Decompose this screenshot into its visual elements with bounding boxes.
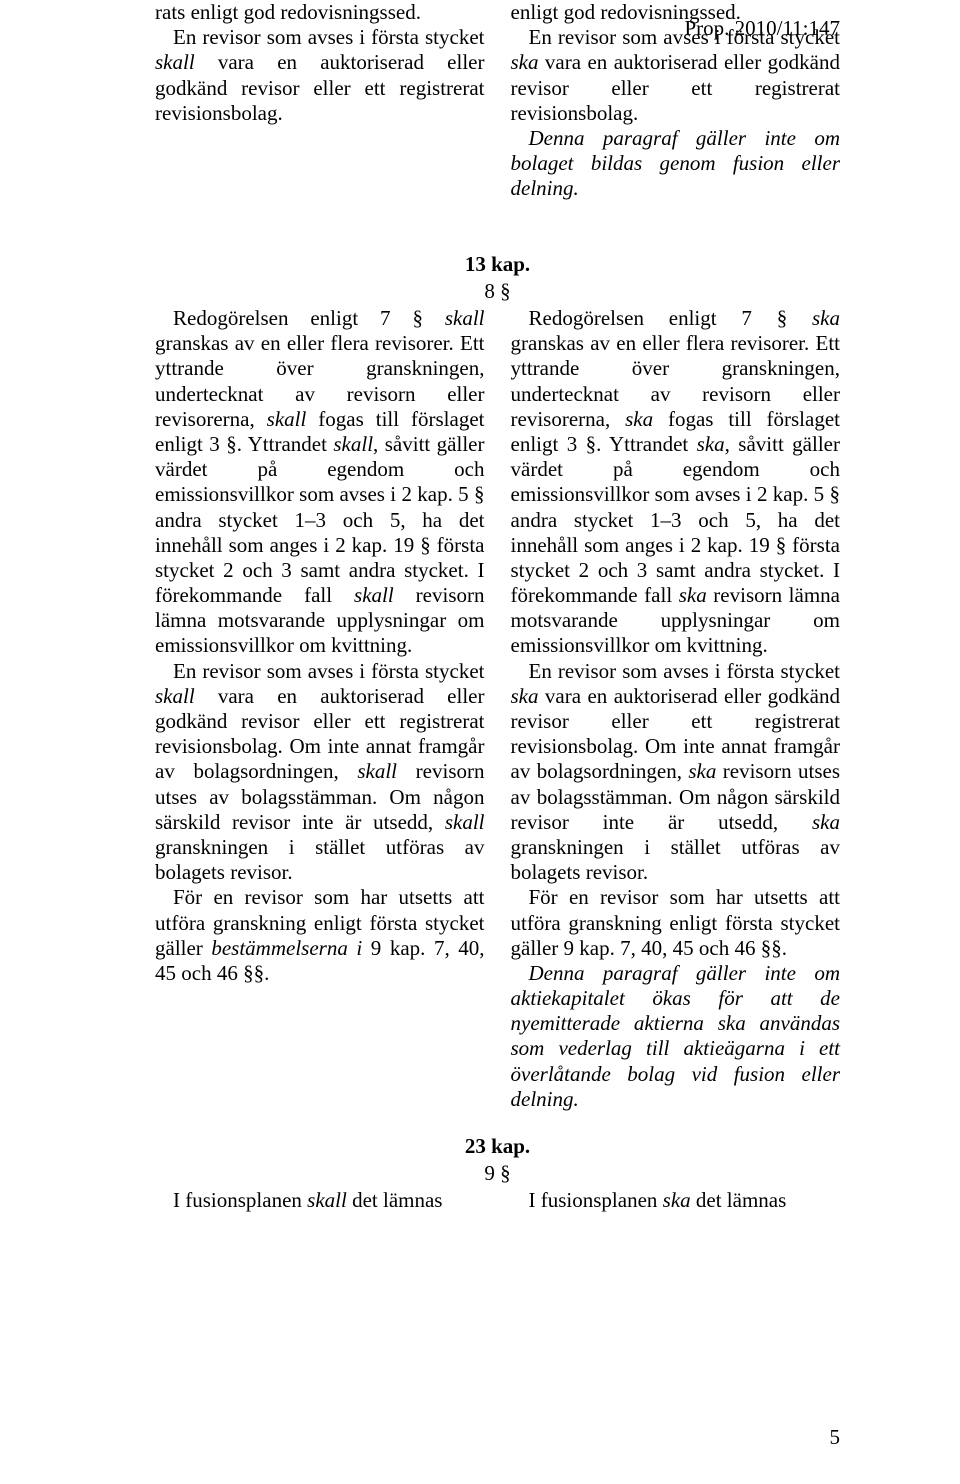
text-italic: ska	[511, 50, 539, 74]
kap23-right-p1: I fusionsplanen ska det lämnas	[511, 1188, 841, 1213]
kap13-right-p2: En revisor som avses i första stycket sk…	[511, 659, 841, 886]
text-italic: ska	[697, 432, 725, 456]
text-italic: ska	[812, 810, 840, 834]
kap13-right-p4: Denna paragraf gäller inte om aktiekapit…	[511, 961, 841, 1112]
kap13-two-column: Redogörelsen enligt 7 § skall granskas a…	[155, 306, 840, 1112]
text: I fusionsplanen	[529, 1188, 663, 1212]
text-italic: skall	[155, 684, 195, 708]
top-right-p3: Denna paragraf gäller inte om bolaget bi…	[511, 126, 841, 202]
kap23-heading: 23 kap.	[155, 1134, 840, 1159]
kap13-left-p2: En revisor som avses i första stycket sk…	[155, 659, 485, 886]
text: granskningen i stället utföras av bolage…	[511, 835, 841, 884]
text: , såvitt gäller värdet på egendom och em…	[155, 432, 485, 607]
text-italic: skall	[307, 1188, 347, 1212]
kap13-right-column: Redogörelsen enligt 7 § ska granskas av …	[511, 306, 841, 1112]
kap13-left-p1: Redogörelsen enligt 7 § skall granskas a…	[155, 306, 485, 659]
text: det lämnas	[347, 1188, 443, 1212]
text: Redogörelsen enligt 7 §	[173, 306, 445, 330]
kap13-right-p3: För en revisor som har utsetts att utför…	[511, 885, 841, 961]
kap13-left-column: Redogörelsen enligt 7 § skall granskas a…	[155, 306, 485, 1112]
text: granskningen i stället utföras av bolage…	[155, 835, 485, 884]
text-italic: bestämmelserna i	[211, 936, 362, 960]
text: En revisor som avses i första stycket	[173, 25, 485, 49]
text-italic: skall	[267, 407, 307, 431]
text-italic: skall	[445, 810, 485, 834]
text: För en revisor som har utsetts att utför…	[511, 885, 841, 959]
text-italic: ska	[625, 407, 653, 431]
text-italic: ska	[663, 1188, 691, 1212]
text: I fusionsplanen	[173, 1188, 307, 1212]
prop-number: Prop. 2010/11:147	[684, 16, 840, 41]
text-italic: skall	[155, 50, 195, 74]
document-page: Prop. 2010/11:147 rats enligt god redovi…	[0, 0, 960, 1484]
text-italic: skall	[445, 306, 485, 330]
text-italic: ska	[679, 583, 707, 607]
text: det lämnas	[691, 1188, 787, 1212]
text-italic: ska	[812, 306, 840, 330]
text-italic: ska	[511, 684, 539, 708]
text-italic: skall	[354, 583, 394, 607]
kap23-two-column: I fusionsplanen skall det lämnas I fusio…	[155, 1188, 840, 1213]
text: vara en auktoriserad eller godkänd revis…	[155, 50, 485, 124]
text: En revisor som avses i första stycket	[529, 659, 841, 683]
text: Redogörelsen enligt 7 §	[529, 306, 813, 330]
text: En revisor som avses i första stycket	[173, 659, 485, 683]
text: rats enligt god redovisningssed.	[155, 0, 421, 24]
text-italic: skall	[333, 432, 373, 456]
kap23-left-p1: I fusionsplanen skall det lämnas	[155, 1188, 485, 1213]
kap13-left-p3: För en revisor som har utsetts att utför…	[155, 885, 485, 986]
kap13-right-p1: Redogörelsen enligt 7 § ska granskas av …	[511, 306, 841, 659]
kap13-heading: 13 kap.	[155, 252, 840, 277]
text-italic: ska	[688, 759, 716, 783]
kap13-section: 8 §	[155, 279, 840, 304]
text: vara en auktoriserad eller godkänd revis…	[511, 50, 841, 124]
top-left-p1: rats enligt god redovisningssed.	[155, 0, 485, 25]
kap23-section: 9 §	[155, 1161, 840, 1186]
kap23-right-column: I fusionsplanen ska det lämnas	[511, 1188, 841, 1213]
text: , såvitt gäller värdet på egendom och em…	[511, 432, 841, 607]
page-number: 5	[830, 1425, 841, 1450]
text-italic: skall	[357, 759, 397, 783]
kap23-left-column: I fusionsplanen skall det lämnas	[155, 1188, 485, 1213]
top-left-p2: En revisor som avses i första stycket sk…	[155, 25, 485, 126]
top-left-column: rats enligt god redovisningssed. En revi…	[155, 0, 485, 230]
